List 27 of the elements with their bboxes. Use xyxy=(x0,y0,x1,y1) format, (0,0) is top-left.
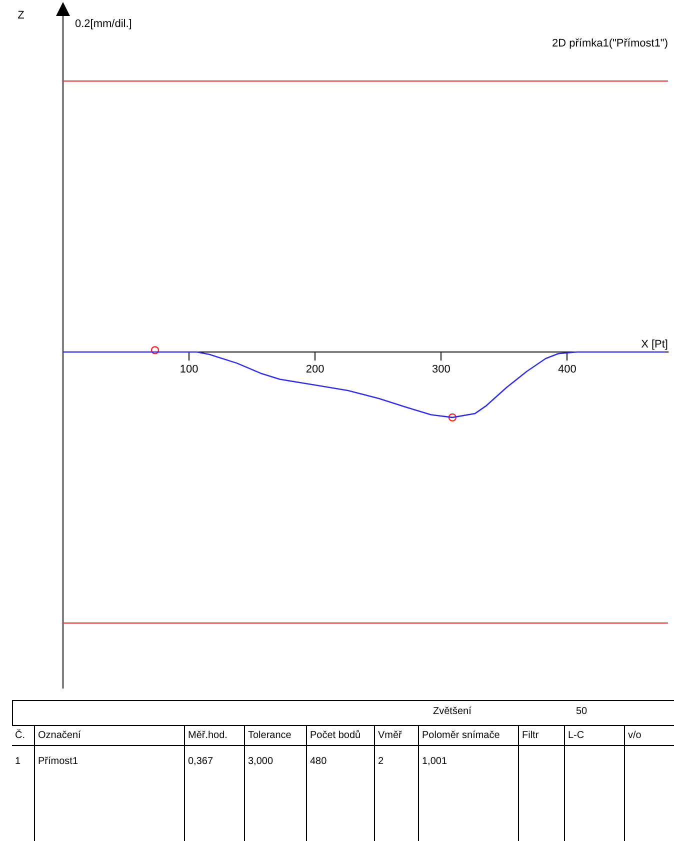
text: v/o xyxy=(624,726,674,746)
text: 480 xyxy=(306,746,374,841)
text: 50 xyxy=(576,706,588,717)
text: Počet bodů xyxy=(306,726,374,746)
chart-title: 2D přímka1("Přímost1") xyxy=(552,38,668,50)
text: Měř.hod. xyxy=(184,726,244,746)
text: Poloměr snímače xyxy=(418,726,518,746)
x-tick-label: 200 xyxy=(306,364,324,376)
text: 2 xyxy=(374,746,418,841)
text: 1 xyxy=(14,755,22,769)
text: Tolerance xyxy=(244,726,306,746)
text: Č. xyxy=(12,726,34,746)
text: 1,001 xyxy=(418,746,518,841)
text: L-C xyxy=(564,726,624,746)
text: Filtr xyxy=(518,726,564,746)
text: 0,367 xyxy=(184,746,244,841)
text: Přímost1 xyxy=(34,746,184,841)
x-tick-label: 300 xyxy=(432,364,450,376)
text: Označení xyxy=(34,726,184,746)
text: Vměř xyxy=(374,726,418,746)
text: Z xyxy=(18,10,25,22)
x-tick-label: 400 xyxy=(558,364,576,376)
text: 3,000 xyxy=(244,746,306,841)
x-tick-label: 100 xyxy=(180,364,198,376)
x-axis-title: X [Pt] xyxy=(641,338,668,351)
text: Zvětšení xyxy=(433,706,472,717)
text: 0.2[mm/dil.] xyxy=(75,18,132,30)
